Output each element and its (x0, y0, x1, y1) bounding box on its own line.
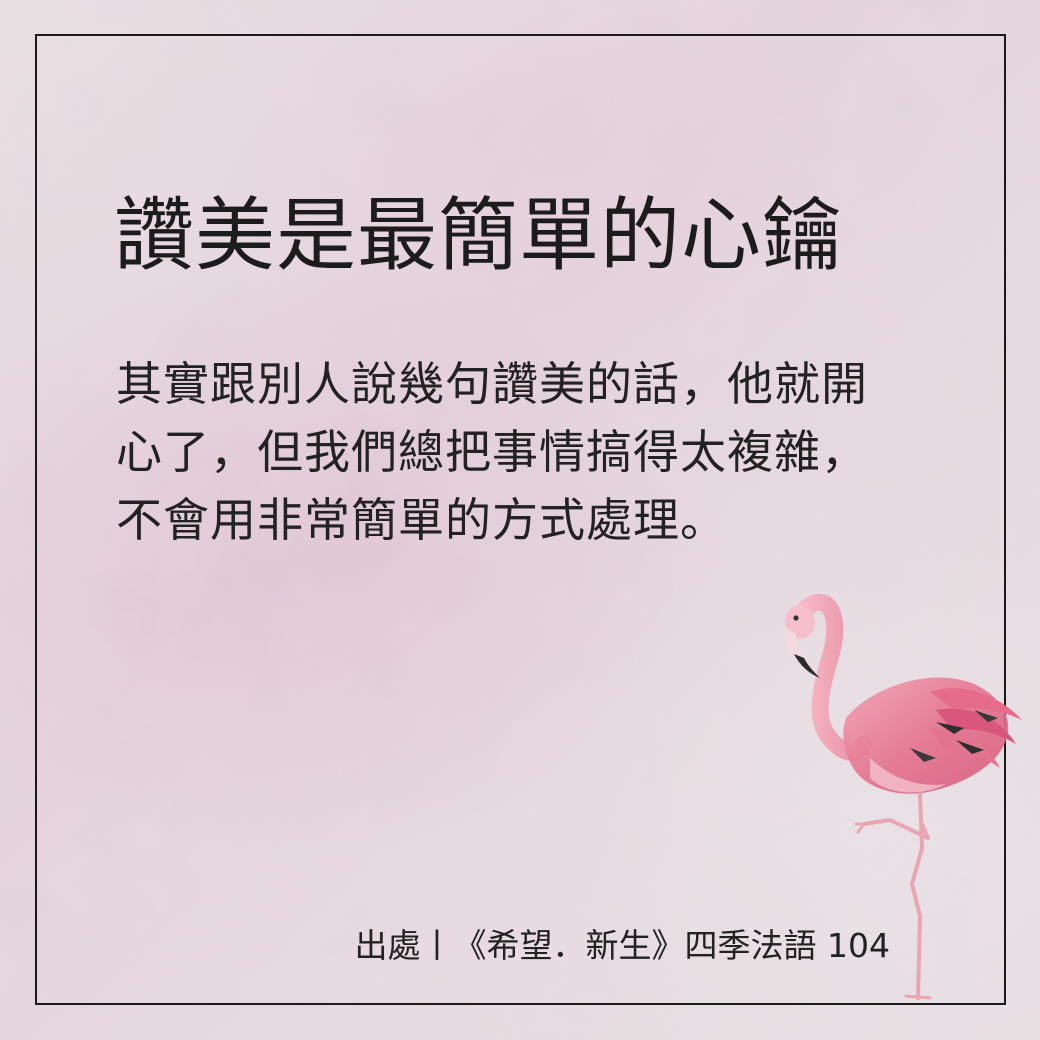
source-citation: 出處丨《希望．新生》四季法語 104 (354, 926, 890, 965)
body-line-3: 不會用非常簡單的方式處理。 (116, 493, 727, 547)
border-frame (35, 34, 1006, 1005)
body-paragraph: 其實跟別人說幾句讚美的話，他就開 心了，但我們總把事情搞得太複雜， 不會用非常簡… (116, 350, 936, 554)
body-line-1: 其實跟別人說幾句讚美的話，他就開 (116, 357, 868, 411)
flamingo-illustration (784, 594, 1022, 1000)
page-title: 讚美是最簡單的心鑰 (114, 189, 843, 282)
body-line-2: 心了，但我們總把事情搞得太複雜， (116, 425, 868, 479)
